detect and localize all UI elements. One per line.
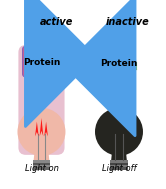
Text: Protein: Protein [100,59,138,68]
FancyBboxPatch shape [23,46,60,77]
Bar [33,165,50,167]
Bar [33,163,50,165]
Text: inactive: inactive [106,17,150,27]
Wedge shape [24,43,42,53]
Wedge shape [102,45,136,62]
Bar [110,167,128,170]
FancyBboxPatch shape [18,45,65,155]
Polygon shape [34,147,49,160]
Wedge shape [41,43,59,53]
Polygon shape [35,122,39,136]
Polygon shape [40,118,43,136]
Bar [110,160,128,163]
Text: Protein: Protein [23,58,60,67]
Bar [110,163,128,165]
Polygon shape [44,122,48,136]
Bar [33,160,50,163]
Text: Light on: Light on [25,164,58,173]
Bar [102,62,136,69]
Text: Light off: Light off [102,164,136,173]
Polygon shape [111,147,127,160]
Circle shape [17,108,65,156]
Text: active: active [40,17,73,27]
Circle shape [95,108,143,156]
Bar [33,167,50,170]
Bar [110,165,128,167]
